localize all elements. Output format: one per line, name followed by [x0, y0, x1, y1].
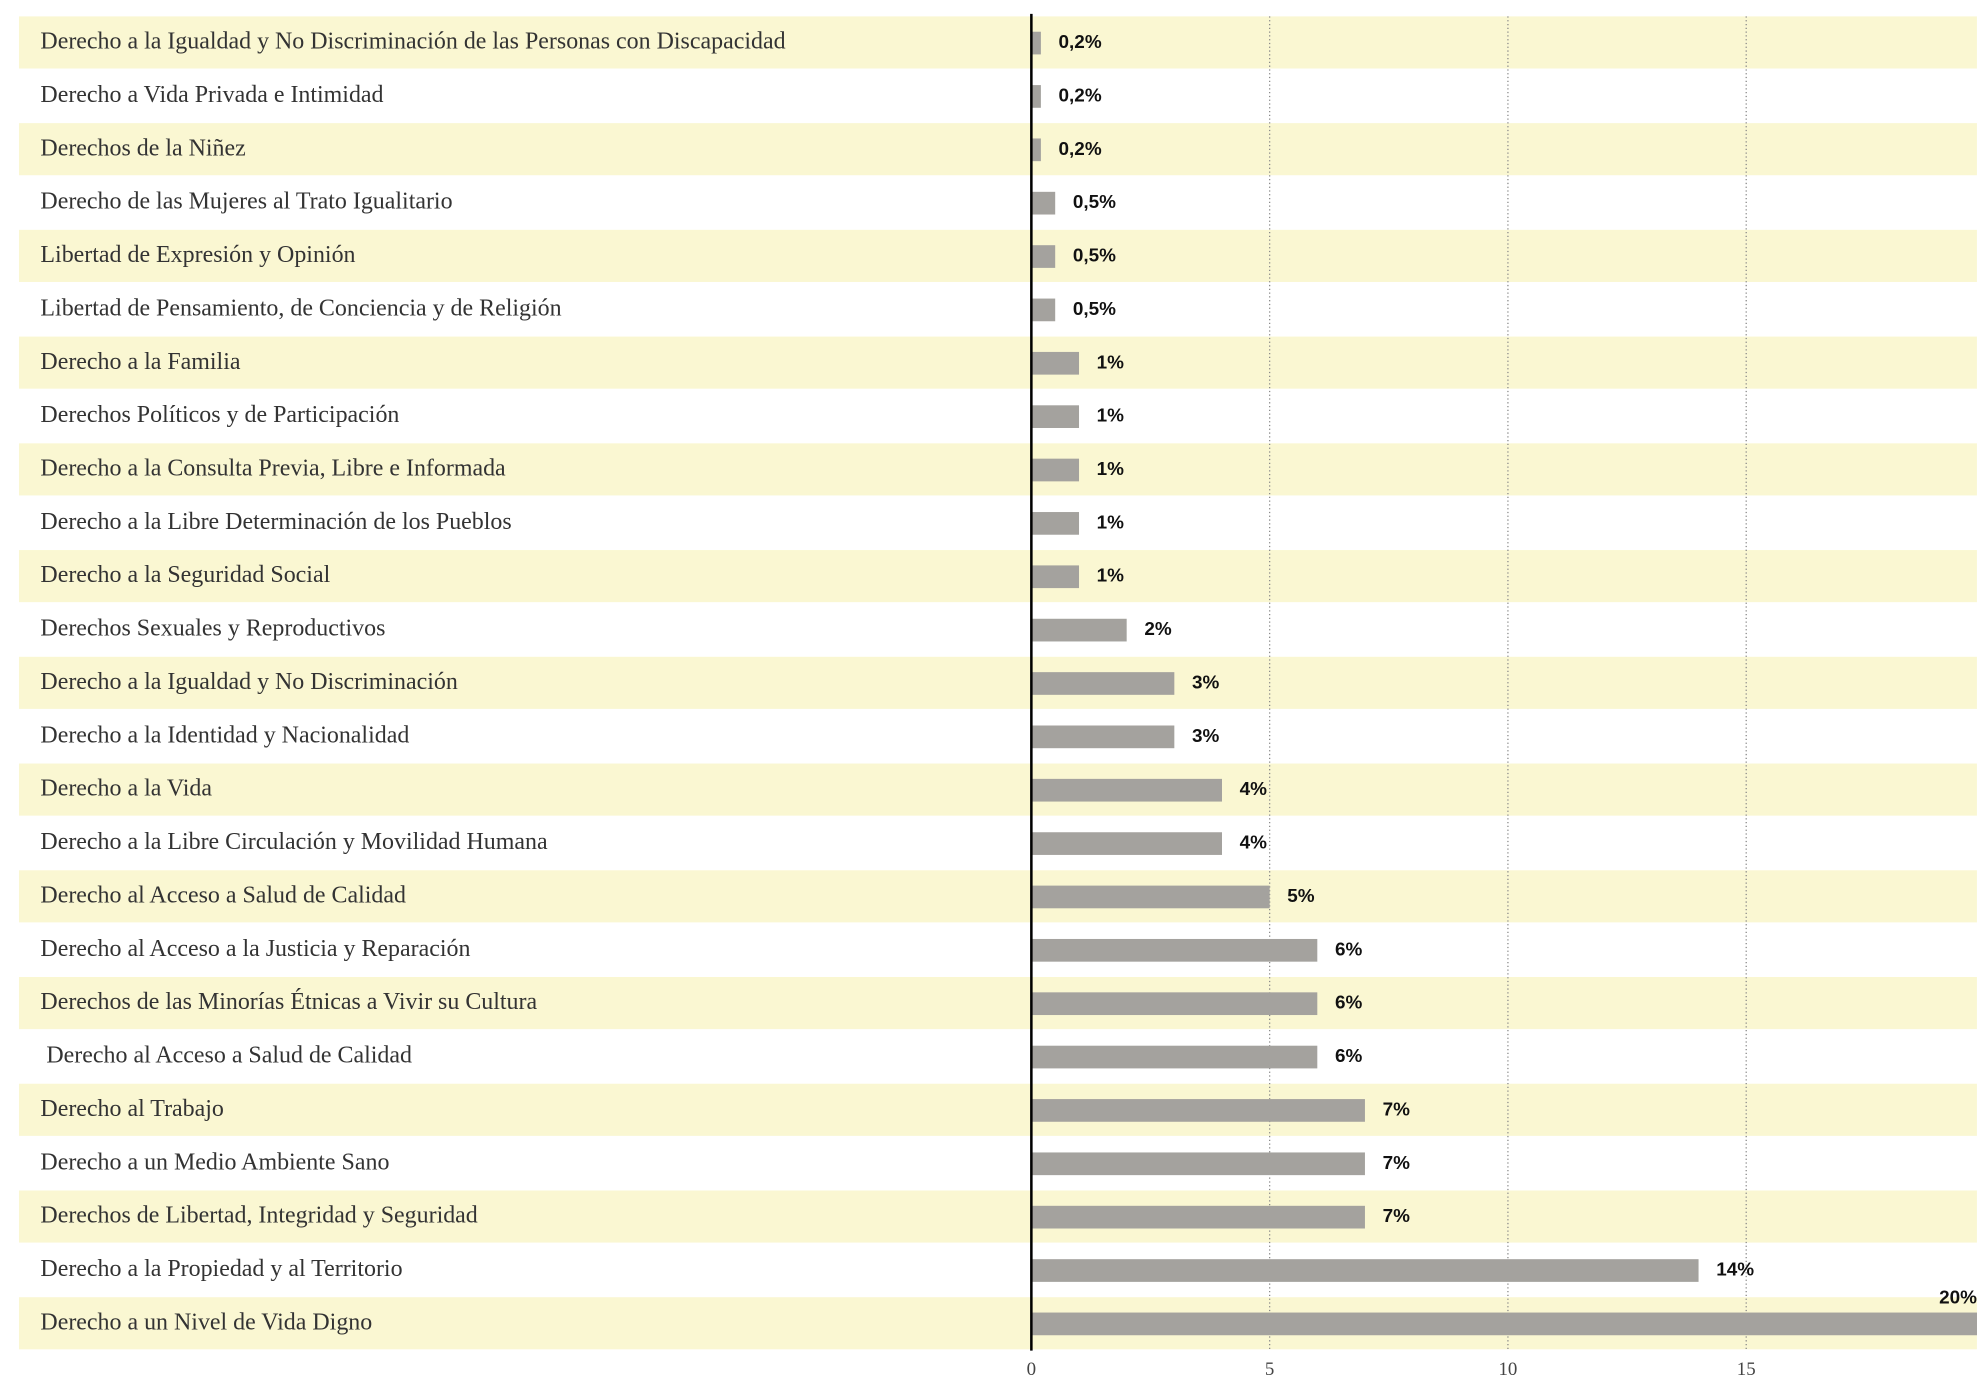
category-label: Derecho a la Familia — [40, 349, 240, 375]
row-band — [18, 443, 1977, 496]
bar — [1031, 672, 1175, 695]
bar — [1031, 725, 1175, 749]
bar — [1031, 31, 1041, 55]
category-label: Derecho a la Libre Circulación y Movilid… — [40, 829, 548, 855]
category-label: Derecho a la Libre Determinación de los … — [40, 509, 511, 535]
category-label: Derechos de las Minorías Étnicas a Vivir… — [40, 989, 537, 1015]
row-band — [18, 123, 1977, 176]
value-label: 4% — [1240, 833, 1268, 854]
value-label: 6% — [1335, 939, 1363, 960]
value-label: 20% — [1939, 1288, 1977, 1309]
category-label: Derecho al Acceso a la Justicia y Repara… — [40, 936, 470, 962]
category-label: Derechos de Libertad, Integridad y Segur… — [40, 1203, 477, 1229]
bar — [1031, 458, 1080, 482]
category-label: Derecho al Acceso a Salud de Calidad — [40, 882, 406, 908]
category-label: Derecho a la Propiedad y al Territorio — [40, 1256, 402, 1282]
category-label: Derecho al Acceso a Salud de Calidad — [40, 1043, 412, 1069]
category-label: Derecho a la Identidad y Nacionalidad — [40, 722, 409, 748]
value-label: 4% — [1240, 779, 1268, 800]
row-band — [18, 763, 1977, 816]
category-label: Derechos de la Niñez — [40, 135, 245, 161]
x-tick-label: 5 — [1265, 1359, 1274, 1378]
row-band — [18, 870, 1977, 923]
bar — [1031, 351, 1080, 375]
category-label: Derechos Políticos y de Participación — [40, 402, 399, 428]
category-label: Libertad de Pensamiento, de Conciencia y… — [40, 295, 561, 321]
bar — [1031, 565, 1080, 589]
bar — [1031, 1312, 1977, 1336]
category-label: Derecho a la Igualdad y No Discriminació… — [40, 669, 457, 695]
bar — [1031, 1099, 1365, 1122]
bar — [1031, 138, 1041, 162]
row-band — [18, 16, 1977, 69]
category-label: Derecho a la Consulta Previa, Libre e In… — [40, 456, 506, 482]
value-label: 7% — [1383, 1099, 1411, 1120]
bar — [1031, 1205, 1365, 1229]
category-label: Derecho a la Igualdad y No Discriminació… — [40, 29, 785, 55]
bar — [1031, 832, 1222, 855]
value-label: 0,2% — [1059, 32, 1102, 53]
category-label: Derecho a Vida Privada e Intimidad — [40, 82, 383, 108]
bar — [1031, 778, 1222, 802]
bar — [1031, 298, 1056, 322]
value-label: 1% — [1097, 406, 1125, 427]
value-label: 6% — [1335, 1046, 1363, 1067]
bar — [1031, 512, 1080, 535]
row-band — [18, 977, 1977, 1030]
category-label: Derecho a la Seguridad Social — [40, 562, 330, 588]
value-label: 6% — [1335, 993, 1363, 1014]
x-tick-label: 15 — [1737, 1359, 1756, 1378]
value-label: 2% — [1144, 619, 1172, 640]
row-band — [18, 1190, 1977, 1243]
value-label: 7% — [1383, 1206, 1411, 1227]
bar — [1031, 938, 1318, 962]
bar — [1031, 1259, 1699, 1282]
value-label: 3% — [1192, 672, 1220, 693]
value-label: 1% — [1097, 566, 1125, 587]
row-band — [18, 656, 1977, 709]
row-band — [18, 550, 1977, 603]
x-tick-label: 0 — [1027, 1359, 1036, 1378]
value-label: 1% — [1097, 459, 1125, 480]
row-band — [18, 336, 1977, 389]
category-label: Derecho a un Nivel de Vida Digno — [40, 1309, 372, 1335]
value-label: 3% — [1192, 726, 1220, 747]
value-label: 0,5% — [1073, 246, 1116, 267]
value-label: 14% — [1716, 1260, 1754, 1281]
value-label: 0,5% — [1073, 192, 1116, 213]
category-label: Derechos Sexuales y Reproductivos — [40, 616, 385, 642]
category-label: Derecho a un Medio Ambiente Sano — [40, 1149, 389, 1175]
bar — [1031, 85, 1041, 108]
bar — [1031, 618, 1127, 642]
row-band — [18, 229, 1977, 282]
value-label: 1% — [1097, 512, 1125, 533]
bar — [1031, 405, 1080, 428]
bar — [1031, 885, 1270, 909]
category-label: Libertad de Expresión y Opinión — [40, 242, 355, 268]
value-label: 0,2% — [1059, 139, 1102, 160]
category-label: Derecho al Trabajo — [40, 1096, 224, 1122]
category-label: Derecho de las Mujeres al Trato Igualita… — [40, 189, 452, 215]
value-label: 5% — [1287, 886, 1315, 907]
value-label: 0,2% — [1059, 85, 1102, 106]
value-label: 1% — [1097, 352, 1125, 373]
value-label: 7% — [1383, 1153, 1411, 1174]
value-label: 0,5% — [1073, 299, 1116, 320]
bar — [1031, 1152, 1365, 1176]
bar — [1031, 992, 1318, 1016]
category-label: Derecho a la Vida — [40, 776, 212, 802]
bar — [1031, 1045, 1318, 1069]
bar — [1031, 245, 1056, 268]
x-tick-label: 10 — [1498, 1359, 1517, 1378]
row-band — [18, 1083, 1977, 1136]
bar — [1031, 191, 1056, 215]
